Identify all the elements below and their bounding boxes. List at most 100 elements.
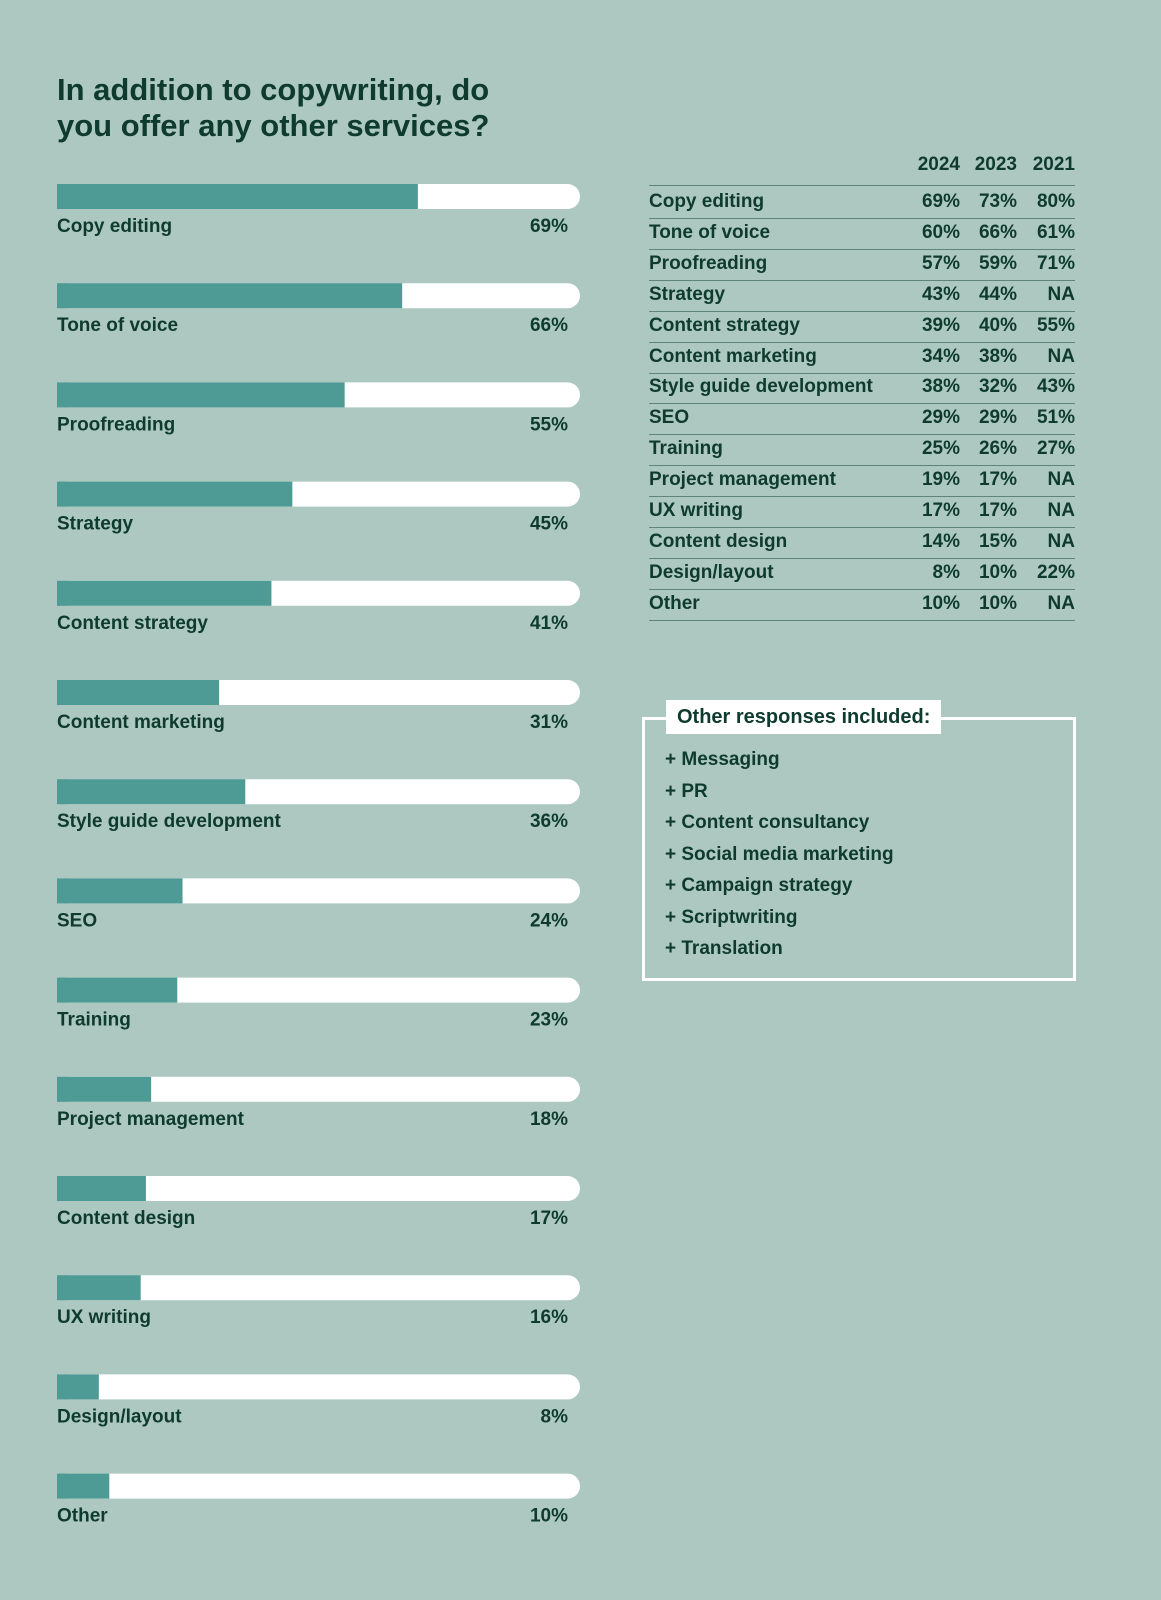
table-cell: 66%	[978, 221, 1017, 243]
row-rule	[649, 434, 1075, 436]
table-cell: 10%	[921, 592, 960, 614]
row-rule	[649, 310, 1075, 312]
bar-track	[57, 1473, 580, 1499]
table-cell: 61%	[1036, 221, 1075, 243]
callout-item: + PR	[665, 780, 708, 802]
row-label: Other	[649, 592, 700, 614]
table-cell: 60%	[921, 221, 960, 243]
row-rule	[649, 496, 1075, 498]
row-label: Strategy	[649, 283, 726, 305]
table-cell: 10%	[978, 592, 1017, 614]
column-header: 2023	[974, 154, 1017, 175]
category-label: Other	[57, 1506, 108, 1527]
callout-item: + Social media marketing	[665, 843, 894, 865]
category-label: Training	[57, 1010, 131, 1031]
bar	[57, 184, 418, 209]
table-cell: 27%	[1036, 438, 1075, 460]
table-cell: 15%	[978, 530, 1017, 552]
bar-chart: Copy editing 69% Tone of voice 66% Proofread…	[57, 184, 580, 1527]
table-cell: 44%	[978, 283, 1017, 305]
table-cell: 38%	[921, 376, 960, 398]
table-cell: 19%	[921, 469, 960, 491]
table-cell: 25%	[921, 438, 960, 460]
table-cell: NA	[1047, 345, 1075, 367]
row-label: Training	[649, 438, 723, 460]
table-cell: 69%	[921, 191, 960, 212]
table-cell: NA	[1047, 469, 1075, 491]
row-label: UX writing	[649, 500, 743, 521]
bar-track	[57, 1275, 580, 1301]
bar	[57, 680, 220, 705]
category-label: UX writing	[57, 1307, 151, 1328]
bar	[57, 283, 403, 309]
category-label: Design/layout	[57, 1406, 182, 1427]
callout-item: + Translation	[665, 938, 783, 959]
row-label: Style guide development	[649, 376, 873, 398]
value-label: 36%	[530, 811, 568, 832]
table-cell: 29%	[978, 407, 1017, 429]
bar-track	[57, 1374, 580, 1400]
value-label: 16%	[530, 1307, 568, 1328]
table-cell: 73%	[978, 191, 1017, 212]
category-label: Style guide development	[57, 811, 281, 832]
bar	[57, 382, 345, 408]
bar-track	[57, 1076, 580, 1102]
value-label: 55%	[530, 414, 568, 435]
bar	[57, 481, 293, 507]
callout-item: + Messaging	[665, 749, 780, 770]
row-label: Copy editing	[649, 191, 765, 212]
table-cell: 17%	[978, 469, 1017, 491]
bar	[57, 1275, 141, 1301]
table-cell: 17%	[921, 500, 960, 521]
row-rule	[649, 619, 1075, 621]
category-label: Content strategy	[57, 613, 208, 634]
bar-track	[57, 977, 580, 1003]
table-cell: 71%	[1036, 252, 1075, 274]
category-label: SEO	[57, 910, 97, 931]
bar	[57, 1076, 152, 1102]
table-cell: 40%	[978, 314, 1017, 336]
bar	[57, 878, 183, 904]
table-cell: NA	[1047, 283, 1075, 305]
header-rule	[649, 185, 1075, 186]
value-label: 66%	[530, 315, 568, 336]
value-label: 23%	[530, 1010, 568, 1031]
table-cell: 38%	[978, 345, 1017, 367]
row-label: Design/layout	[649, 561, 774, 583]
callout-item: + Content consultancy	[665, 812, 870, 833]
callout-item: + Scriptwriting	[665, 906, 798, 928]
table-cell: 43%	[1036, 376, 1075, 398]
column-header: 2021	[1032, 154, 1075, 175]
callout-item: + Campaign strategy	[665, 875, 853, 896]
value-label: 8%	[541, 1406, 569, 1427]
table-cell: 34%	[921, 345, 960, 367]
row-label: Project management	[649, 469, 836, 491]
row-label: Content marketing	[649, 345, 817, 367]
bar-track	[57, 1176, 580, 1201]
row-label: Proofreading	[649, 252, 768, 274]
table-cell: 22%	[1036, 561, 1075, 583]
row-rule	[649, 588, 1075, 590]
bar	[57, 1374, 99, 1400]
table-cell: 29%	[921, 407, 960, 429]
table-cell: NA	[1047, 530, 1075, 552]
table-cell: 26%	[978, 438, 1017, 460]
table-cell: 51%	[1036, 407, 1075, 429]
bar	[57, 1473, 110, 1499]
value-label: 41%	[530, 613, 568, 634]
bar	[57, 977, 178, 1003]
value-label: 10%	[530, 1506, 568, 1527]
row-label: Tone of voice	[649, 221, 771, 243]
value-label: 31%	[530, 712, 568, 733]
chart-title: In addition to copywriting, do you offer…	[57, 72, 490, 143]
table-cell: 10%	[978, 561, 1017, 583]
value-label: 24%	[530, 910, 568, 931]
table-cell: 55%	[1036, 314, 1075, 336]
table-cell: 59%	[978, 252, 1017, 274]
table-cell: 17%	[978, 500, 1017, 521]
row-label: Content design	[649, 530, 788, 552]
table-cell: 14%	[921, 530, 960, 552]
row-rule	[649, 403, 1075, 405]
category-label: Copy editing	[57, 216, 172, 237]
category-label: Tone of voice	[57, 315, 178, 336]
